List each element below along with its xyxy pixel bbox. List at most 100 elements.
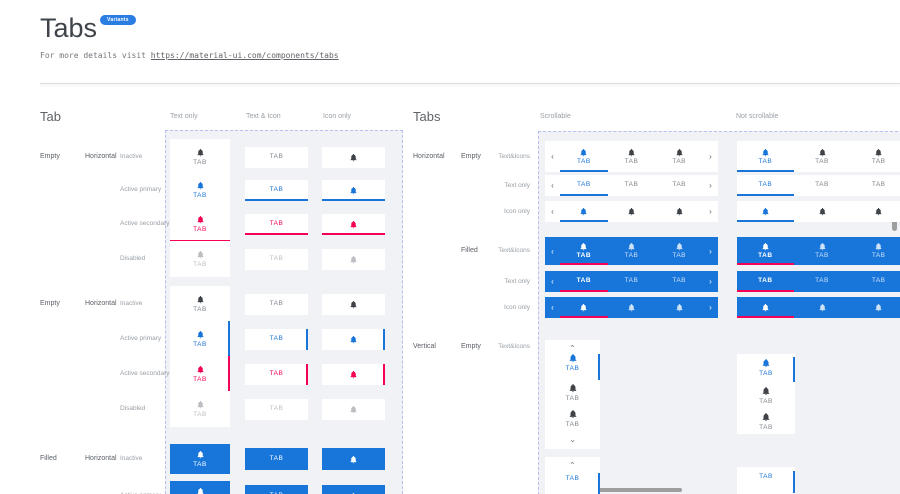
tab-item[interactable]: TAB <box>737 141 794 172</box>
tab-item[interactable] <box>655 297 703 318</box>
tab-item[interactable] <box>794 201 851 222</box>
tab-item[interactable]: TAB <box>850 175 900 196</box>
tab-item[interactable]: TAB <box>655 141 703 172</box>
tab-card[interactable] <box>322 179 385 201</box>
scroll-up-button[interactable]: › <box>545 342 600 350</box>
tab-item[interactable]: TAB <box>737 358 795 378</box>
scroll-left-button[interactable]: ‹ <box>551 246 554 256</box>
tab-item[interactable]: TAB <box>655 271 703 292</box>
scroll-right-button[interactable]: › <box>709 181 712 190</box>
tab-item[interactable]: TAB <box>608 175 656 196</box>
tab-card[interactable]: TAB <box>245 213 308 235</box>
scroll-left-button[interactable]: ‹ <box>551 181 554 190</box>
tab-item[interactable]: TAB <box>850 237 900 265</box>
tab-card[interactable]: TAB <box>170 481 230 494</box>
scroll-right-button[interactable]: › <box>709 207 712 216</box>
tab-card[interactable] <box>322 363 385 385</box>
tab-item[interactable]: TAB <box>737 412 795 432</box>
tab-item[interactable]: TAB <box>794 141 851 172</box>
horizontal-scrollbar-thumb[interactable] <box>580 488 682 492</box>
tab-item[interactable]: TAB <box>655 175 703 196</box>
tab-card[interactable]: TAB <box>170 286 230 322</box>
tab-item[interactable]: TAB <box>560 271 608 292</box>
scroll-right-button[interactable]: › <box>709 152 712 161</box>
tab-item[interactable] <box>560 297 608 318</box>
tab-item[interactable]: TAB <box>545 475 600 483</box>
tab-card[interactable]: TAB <box>245 363 308 385</box>
tab-item[interactable] <box>737 201 794 222</box>
tab-card[interactable]: TAB <box>245 398 308 420</box>
active-indicator <box>560 194 608 196</box>
tab-item[interactable]: TAB <box>737 237 794 265</box>
tab-label: TAB <box>758 277 773 285</box>
tab-item[interactable] <box>850 201 900 222</box>
tab-card[interactable]: TAB <box>245 146 308 168</box>
tab-card[interactable]: TAB <box>245 179 308 201</box>
tab-card[interactable]: TAB <box>170 391 230 427</box>
scroll-right-button[interactable]: › <box>709 303 712 312</box>
tab-item[interactable]: TAB <box>794 237 851 265</box>
scroll-left-button[interactable]: ‹ <box>551 277 554 286</box>
tab-item[interactable]: TAB <box>737 386 795 406</box>
tab-item[interactable]: TAB <box>608 237 656 265</box>
tabs-bar: ‹ TAB TAB TAB › <box>545 271 718 292</box>
tab-item[interactable]: TAB <box>560 141 608 172</box>
tab-card[interactable]: TAB <box>170 241 230 277</box>
docs-link[interactable]: https://material-ui.com/components/tabs <box>150 51 339 60</box>
tab-label: TAB <box>758 181 773 189</box>
tab-card[interactable] <box>322 448 385 470</box>
tab-item[interactable]: TAB <box>794 175 851 196</box>
tab-card[interactable] <box>322 293 385 315</box>
scroll-right-button[interactable]: › <box>709 277 712 286</box>
tab-card[interactable]: TAB <box>245 248 308 270</box>
tab-card[interactable] <box>322 328 385 350</box>
tab-item[interactable]: TAB <box>545 409 600 429</box>
tab-item[interactable]: TAB <box>737 473 795 481</box>
tab-item[interactable]: TAB <box>850 271 900 292</box>
tab-item[interactable]: TAB <box>560 237 608 265</box>
scroll-left-button[interactable]: ‹ <box>551 303 554 312</box>
tab-item[interactable] <box>655 201 703 222</box>
tab-item[interactable]: TAB <box>850 141 900 172</box>
tab-item[interactable]: TAB <box>655 237 703 265</box>
tab-card[interactable]: TAB <box>245 328 308 350</box>
tab-card[interactable]: TAB <box>170 321 230 357</box>
tab-item[interactable] <box>608 297 656 318</box>
tab-card[interactable] <box>322 146 385 168</box>
tab-label: TAB <box>624 181 639 189</box>
scroll-left-button[interactable]: ‹ <box>551 207 554 216</box>
tab-item[interactable]: TAB <box>545 383 600 403</box>
tab-item[interactable]: TAB <box>608 141 656 172</box>
tab-card[interactable] <box>322 485 385 494</box>
tab-card[interactable] <box>322 398 385 420</box>
tab-card[interactable]: TAB <box>245 293 308 315</box>
scroll-down-button[interactable]: › <box>545 437 600 445</box>
tab-item[interactable] <box>737 297 794 318</box>
scroll-left-button[interactable]: ‹ <box>551 152 554 161</box>
tab-card[interactable]: TAB <box>170 444 230 474</box>
tab-item[interactable]: TAB <box>608 271 656 292</box>
tab-card[interactable] <box>322 213 385 235</box>
tab-card[interactable] <box>322 248 385 270</box>
scroll-right-button[interactable]: › <box>709 246 712 256</box>
tab-item[interactable] <box>560 201 608 222</box>
scroll-up-button[interactable]: › <box>545 459 600 467</box>
tab-item[interactable]: TAB <box>737 271 794 292</box>
active-indicator <box>383 363 385 385</box>
tab-item[interactable]: TAB <box>794 271 851 292</box>
tab-item[interactable]: TAB <box>560 175 608 196</box>
bell-icon <box>762 303 769 312</box>
tab-label: TAB <box>193 225 207 233</box>
tab-label: TAB <box>871 277 886 285</box>
tab-card[interactable]: TAB <box>170 172 230 208</box>
tab-card[interactable]: TAB <box>245 485 308 494</box>
tab-item[interactable] <box>608 201 656 222</box>
tab-card[interactable]: TAB <box>170 356 230 392</box>
tab-card[interactable]: TAB <box>245 448 308 470</box>
tab-item[interactable] <box>794 297 851 318</box>
tab-card[interactable]: TAB <box>170 206 230 242</box>
tab-item[interactable]: TAB <box>545 353 600 373</box>
tab-item[interactable] <box>850 297 900 318</box>
tab-card[interactable]: TAB <box>170 139 230 175</box>
tab-item[interactable]: TAB <box>737 175 794 196</box>
